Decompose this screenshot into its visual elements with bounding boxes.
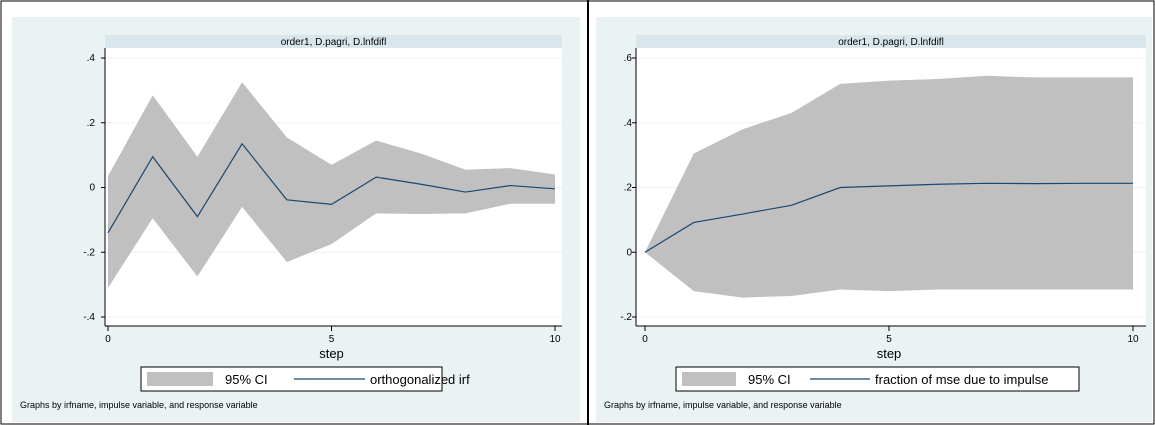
graph-note: Graphs by irfname, impulse variable, and… [20,400,258,410]
x-tick-label: 0 [642,334,648,345]
ci-band [108,82,555,288]
legend-swatch-ci [682,372,736,386]
subtitle-strip [105,35,562,48]
x-tick-label: 5 [329,334,335,345]
chart-title: order1, D.pagri, D.lnfdifl [838,37,944,48]
legend-swatch-ci [147,372,213,386]
ci-band [645,75,1133,298]
x-tick-label: 10 [1127,334,1139,345]
y-tick-label: -.2 [620,312,632,323]
y-tick-label: .2 [87,118,96,129]
legend-box [675,366,1080,392]
y-tick-label: .4 [87,53,96,64]
x-axis-title: step [877,346,902,361]
y-tick-label: .2 [624,183,633,194]
legend: 95% CI orthogonalized irf [140,366,470,392]
y-tick-label: -.2 [83,247,95,258]
legend-label-line: orthogonalized irf [370,372,470,387]
legend: 95% CI fraction of mse due to impulse [675,366,1080,392]
legend-label-ci: 95% CI [225,372,268,387]
y-tick-label: .6 [624,53,633,64]
x-tick-label: 0 [105,334,111,345]
x-axis-title: step [319,346,344,361]
x-tick-label: 5 [886,334,892,345]
irf-line [644,182,1133,253]
irf-line [107,142,556,234]
graph-note: Graphs by irfname, impulse variable, and… [604,400,842,410]
y-tick-label: .4 [624,118,633,129]
chart-title: order1, D.pagri, D.lnfdifl [281,37,387,48]
chart-panel-2: order1, D.pagri, D.lnfdifl -.2 0 .2 .4 .6 0 5 10… [596,17,1152,422]
y-tick-label: 0 [89,183,95,194]
x-tick-label: 10 [549,334,561,345]
y-tick-label: -.4 [83,312,95,323]
chart-panel-1: order1, D.pagri, D.lnfdifl -.4 -.2 0 .2 .4 0 5 1… [12,17,580,422]
y-tick-label: 0 [626,247,632,258]
legend-label-line: fraction of mse due to impulse [875,372,1048,387]
subtitle-strip [636,35,1146,48]
legend-label-ci: 95% CI [748,372,791,387]
